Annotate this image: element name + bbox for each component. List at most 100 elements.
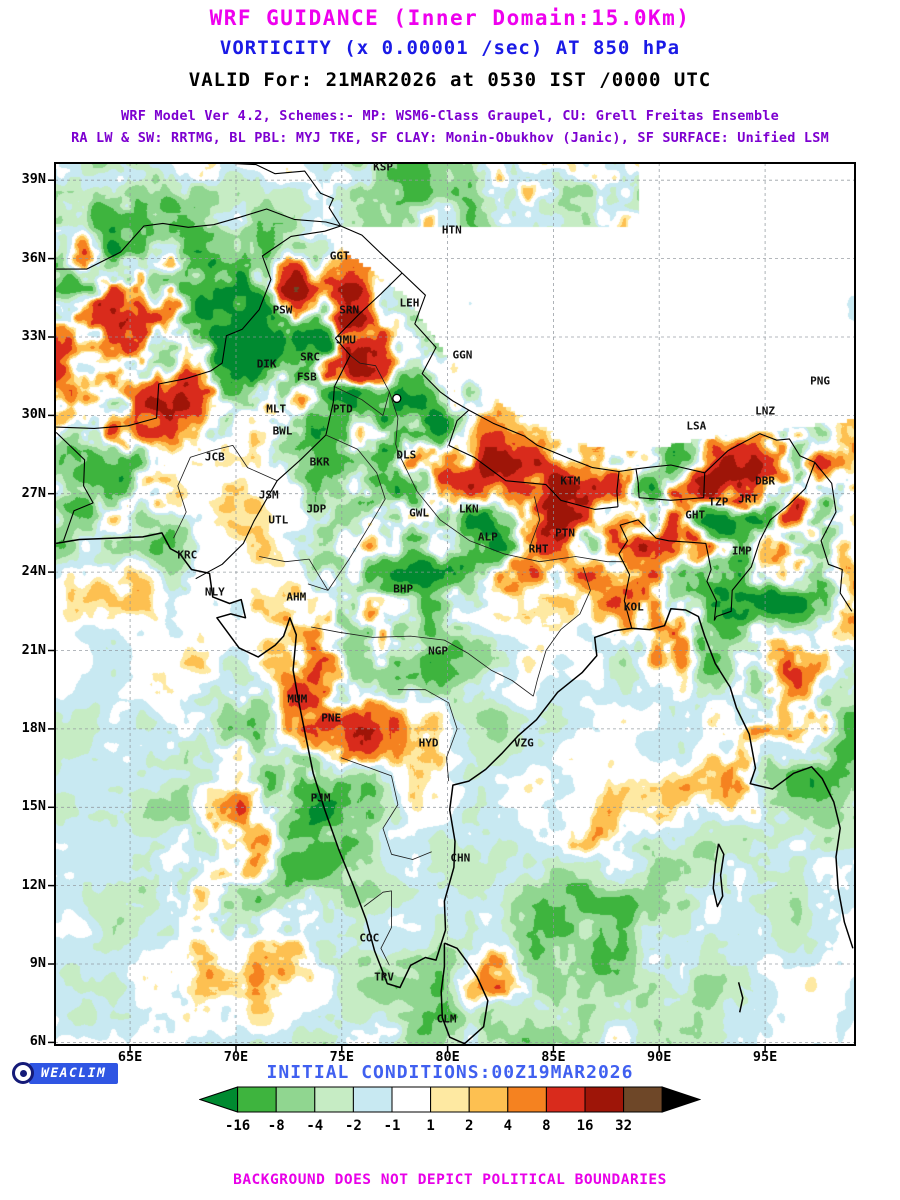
- colorbar-segment: [468, 1086, 509, 1113]
- map-panel: KSP HTN GGT LEH SRN PSW JMU SRC GGN DIK FSB PNG MLT P…: [48, 160, 856, 1052]
- station-label: PTN: [555, 526, 575, 540]
- colorbar-tick-label: 8: [542, 1118, 550, 1134]
- station-label: KRC: [177, 548, 198, 562]
- colorbar-segment: [352, 1086, 393, 1113]
- station-label: UTL: [268, 513, 289, 527]
- station-label: NLY: [204, 585, 225, 599]
- disclaimer: BACKGROUND DOES NOT DEPICT POLITICAL BOU…: [233, 1172, 667, 1188]
- lon-label: 65E: [117, 1049, 143, 1065]
- station-label: HYD: [418, 736, 439, 750]
- variable-subtitle: VORTICITY (x 0.00001 /sec) AT 850 hPa: [219, 37, 681, 59]
- station-label: KTM: [560, 474, 581, 488]
- colorbar-segment: [237, 1086, 277, 1113]
- station-label: JMU: [336, 333, 356, 347]
- station-label: JCB: [204, 450, 225, 464]
- lat-label: 36N: [21, 249, 46, 266]
- station-label: LKN: [458, 502, 479, 516]
- lat-label: 24N: [21, 563, 46, 580]
- initial-conditions: INITIAL CONDITIONS:00Z19MAR2026: [266, 1062, 634, 1083]
- lat-label: 33N: [21, 327, 46, 344]
- station-label: BWL: [272, 424, 293, 438]
- scheme-line-1: WRF Model Ver 4.2, Schemes:- MP: WSM6-Cl…: [121, 108, 779, 124]
- station-label: BKR: [309, 455, 330, 469]
- colorbar-segment: [584, 1086, 625, 1113]
- station-label: PNE: [321, 711, 342, 725]
- colorbar-tick-label: 32: [615, 1118, 632, 1134]
- colorbar-segment: [545, 1086, 586, 1113]
- station-label: PTD: [332, 402, 353, 416]
- lon-label: 75E: [329, 1049, 354, 1065]
- station-label: TRV: [374, 970, 395, 984]
- colorbar: -16 -8 -4 -2 -1 1 2 4 8 16 32: [199, 1086, 701, 1134]
- station-label: MLT: [266, 402, 287, 416]
- station-label: FSB: [296, 370, 317, 384]
- colorbar-tick-label: -8: [268, 1118, 285, 1134]
- colorbar-tick-label: 2: [465, 1118, 473, 1134]
- lat-label: 30N: [21, 406, 46, 423]
- lat-label: 39N: [21, 171, 46, 188]
- station-label: CHN: [450, 851, 471, 865]
- lat-label: 18N: [21, 719, 46, 736]
- station-label: VZG: [513, 736, 534, 750]
- station-label: NGP: [428, 644, 448, 657]
- lat-label: 12N: [21, 876, 46, 893]
- station-label: SRN: [339, 303, 360, 317]
- lon-label: 70E: [223, 1049, 249, 1065]
- station-label: RHT: [528, 542, 549, 556]
- colorbar-segment: [507, 1086, 547, 1113]
- station-label: LSA: [686, 419, 707, 433]
- station-label: GWL: [409, 506, 429, 520]
- vorticity-field: [55, 163, 855, 1045]
- station-label: JDP: [306, 502, 327, 516]
- colorbar-tick-label: 16: [577, 1118, 594, 1134]
- station-label: HTN: [441, 223, 462, 237]
- colorbar-segment: [430, 1086, 470, 1113]
- colorbar-segment: [275, 1086, 316, 1113]
- colorbar-tick-label: -4: [306, 1118, 323, 1134]
- station-label: DLS: [396, 448, 417, 462]
- colorbar-tick-label: 4: [504, 1118, 512, 1134]
- lon-label: 80E: [435, 1049, 460, 1065]
- lat-label: 6N: [29, 1033, 46, 1050]
- station-label: PSW: [272, 303, 293, 317]
- station-label: KOL: [623, 600, 644, 614]
- station-label: LNZ: [755, 404, 775, 418]
- station-label: CLM: [436, 1012, 457, 1026]
- station-label: SRC: [300, 350, 320, 364]
- station-label: JRT: [738, 492, 759, 506]
- colorbar-segment: [391, 1086, 432, 1113]
- weaclim-logo-icon: [12, 1062, 34, 1084]
- scheme-line-2: RA LW & SW: RRTMG, BL PBL: MYJ TKE, SF C…: [71, 130, 829, 146]
- station-label: BHP: [393, 582, 414, 596]
- valid-time: VALID For: 21MAR2026 at 0530 IST /0000 U…: [188, 69, 712, 91]
- station-label: GGT: [329, 249, 350, 263]
- station-label: DIK: [256, 357, 277, 371]
- station-label: ALP: [477, 530, 498, 544]
- lon-label: 95E: [752, 1049, 778, 1065]
- station-label: GGN: [452, 348, 473, 362]
- station-label: PJM: [310, 791, 331, 805]
- station-label: MUM: [287, 692, 308, 706]
- colorbar-tick-label: -1: [384, 1118, 401, 1134]
- station-label: COC: [359, 931, 380, 945]
- lon-label: 90E: [647, 1049, 672, 1065]
- colorbar-tick-label: -2: [345, 1118, 362, 1134]
- brand-label: WEACLIM: [29, 1062, 119, 1084]
- weaclim-badge: WEACLIM: [12, 1062, 119, 1084]
- page-title: WRF GUIDANCE (Inner Domain:15.0Km): [209, 6, 691, 30]
- station-label: LEH: [399, 296, 420, 310]
- station-label: IMP: [731, 544, 752, 558]
- lat-label: 9N: [29, 955, 46, 971]
- colorbar-tick-label: 1: [426, 1118, 434, 1134]
- station-label: PNG: [810, 374, 831, 388]
- station-label: KSP: [373, 160, 393, 174]
- lat-label: 21N: [21, 641, 46, 658]
- colorbar-left-arrow: [199, 1086, 239, 1113]
- station-label: AHM: [286, 590, 307, 604]
- station-label: DBR: [755, 474, 775, 488]
- lon-label: 85E: [541, 1049, 566, 1065]
- colorbar-segment: [314, 1086, 354, 1113]
- lat-label: 15N: [21, 798, 46, 815]
- station-label: TZP: [708, 495, 729, 509]
